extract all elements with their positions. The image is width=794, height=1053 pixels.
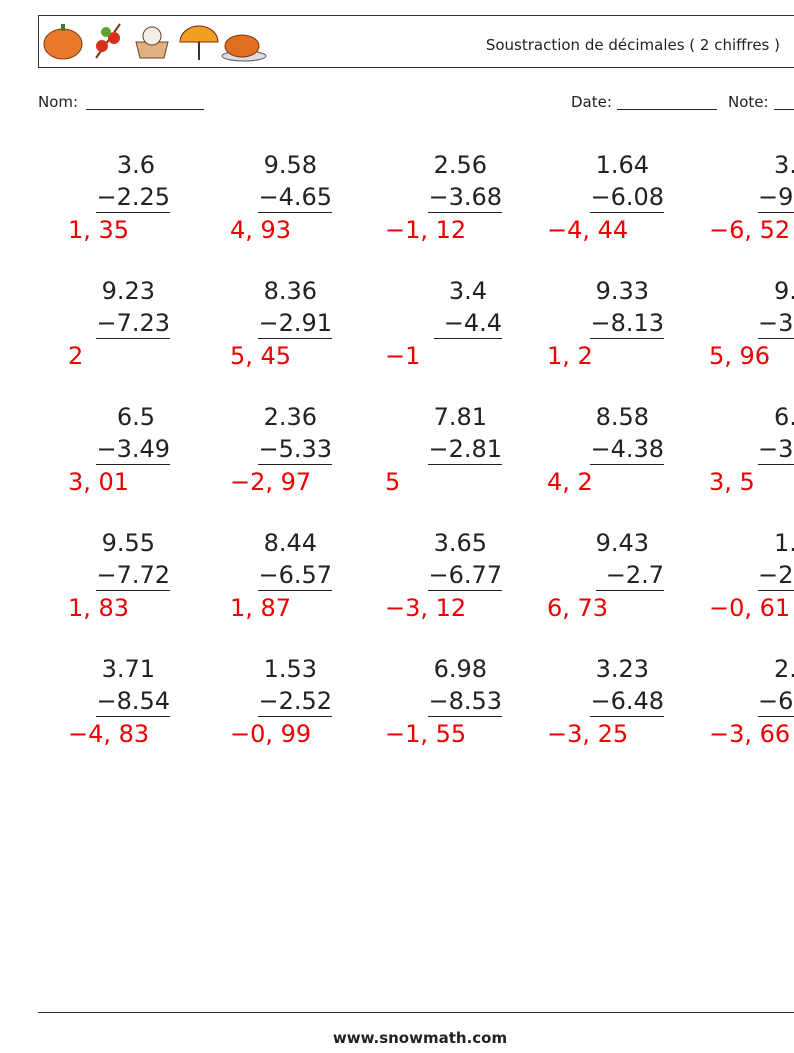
answer: 6, 73 [547,594,609,622]
bottom-number: −2.91 [258,309,332,339]
note-line [774,109,794,110]
top-number: 1.64 [595,151,649,179]
bottom-number: −2. [758,560,794,591]
bottom-number: −3.1 [758,434,794,465]
answer: −0, 61 [709,594,791,622]
answer: 1, 2 [547,342,593,370]
top-number: 7.81 [433,403,487,431]
answer: 5, 96 [709,342,771,370]
bottom-number: −7.72 [96,561,170,591]
name-label: Nom: [38,93,79,111]
top-number: 8.58 [595,403,649,431]
answer: 5, 45 [230,342,292,370]
bottom-number: −6.57 [258,561,332,591]
top-number: 6.5 [116,403,155,431]
bottom-number: −9. [758,182,794,213]
answer: −1, 12 [385,216,467,244]
top-number: 2.36 [263,403,317,431]
bottom-number: −4.38 [590,435,664,465]
answer: 3, 5 [709,468,755,496]
answer: 1, 83 [68,594,130,622]
title: Soustraction de décimales ( 2 chiffres ) [485,36,780,54]
bottom-number: −6. [758,686,794,717]
answer: −4, 44 [547,216,629,244]
top-number: 2.56 [433,151,487,179]
answer: −1, 55 [385,720,467,748]
top-number: 3.71 [101,655,155,683]
bottom-number: −4.4 [434,308,502,339]
top-number: 1. [774,529,794,557]
answer: −6, 52 [709,216,791,244]
bottom-number: −2.81 [428,435,502,465]
top-number: 9.1 [774,277,794,305]
top-number: 3.65 [433,529,487,557]
bottom-number: −6.48 [590,687,664,717]
bottom-number: −7.23 [96,309,170,339]
top-number: 3.4 [448,277,487,305]
answer: 5 [385,468,401,496]
top-number: 3.23 [595,655,649,683]
answer: −3, 12 [385,594,467,622]
answer: 1, 87 [230,594,292,622]
answer: 4, 2 [547,468,593,496]
date-line [617,109,717,110]
top-number: 9.55 [101,529,155,557]
top-number: 3.6 [116,151,155,179]
name-line [86,109,204,110]
bottom-number: −6.77 [428,561,502,591]
footer-url: www.snowmath.com [332,1029,508,1047]
top-number: 6.6 [774,403,794,431]
header-icons [43,23,267,62]
answer: −1 [385,342,421,370]
top-number: 9.23 [101,277,155,305]
answer: 1, 35 [68,216,130,244]
bottom-number: −3.1 [758,308,794,339]
top-number: 2. [774,655,794,683]
top-number: 9.33 [595,277,649,305]
date-label: Date: [571,93,612,111]
bottom-number: −8.13 [590,309,664,339]
bottom-number: −2.52 [258,687,332,717]
answer: −2, 97 [230,468,312,496]
bottom-number: −6.08 [590,183,664,213]
bottom-number: −8.53 [428,687,502,717]
bottom-number: −4.65 [258,183,332,213]
top-number: 6.98 [433,655,487,683]
answer: −0, 99 [230,720,312,748]
bottom-number: −2.25 [96,183,170,213]
top-number: 8.36 [263,277,317,305]
note-label: Note: [728,93,769,111]
footer-line [38,1012,794,1013]
top-number: 9.58 [263,151,317,179]
bottom-number: −5.33 [258,435,332,465]
bottom-number: −2.7 [596,560,664,591]
answer: 3, 01 [68,468,130,496]
answer: −3, 66 [709,720,791,748]
answer: −3, 25 [547,720,629,748]
top-number: 8.44 [263,529,317,557]
bottom-number: −8.54 [96,687,170,717]
answer: 4, 93 [230,216,292,244]
answer: 2 [68,342,84,370]
bottom-number: −3.49 [96,435,170,465]
top-number: 9.43 [595,529,649,557]
bottom-number: −3.68 [428,183,502,213]
answer: −4, 83 [68,720,150,748]
header-box [38,15,794,68]
top-number: 3. [774,151,794,179]
top-number: 1.53 [263,655,317,683]
